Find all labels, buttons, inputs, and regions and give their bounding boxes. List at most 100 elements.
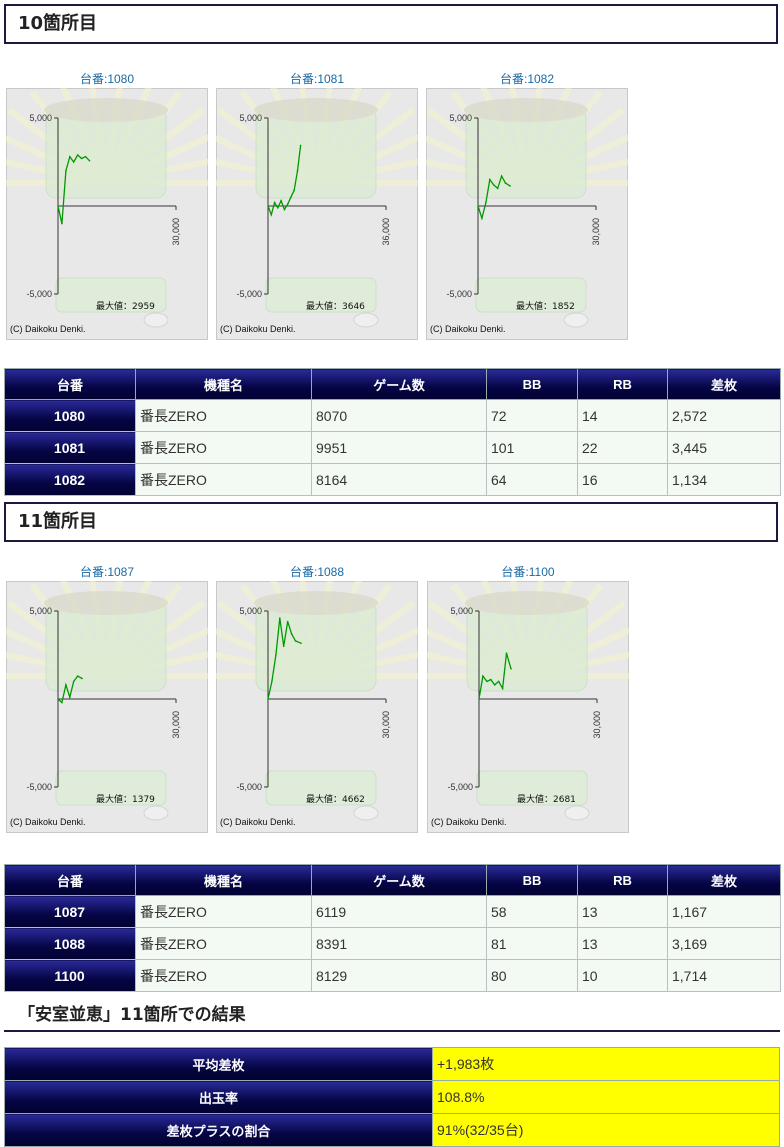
data-point [88,159,91,162]
graph-caption: 台番:1081 [289,72,345,86]
machine-number[interactable]: 1088 [4,927,136,960]
machine-number[interactable]: 1082 [4,463,136,496]
machine-number[interactable]: 1087 [4,895,136,928]
data-point [509,185,511,187]
result-label: 平均差枚 [4,1047,433,1081]
graph-card[interactable]: 台番:1082 5,000 -5,000 30,000 最大値：1852 (C) Daik… [426,70,628,340]
x-tick-label: 30,000 [591,218,601,246]
graph-card[interactable]: 台番:1080 5,000 -5,000 30,000 最大値：2959 (C) Daik… [6,70,208,340]
data-point [65,684,67,686]
graph-card[interactable]: 台番:1100 5,000 -5,000 30,000 最大値：2681 (C) Daik… [427,563,629,833]
graph-caption: 台番:1088 [289,565,345,579]
data-point [492,184,495,186]
diff-count: 1,714 [667,959,781,992]
data-point [270,214,273,216]
slump-graph: 5,000 -5,000 30,000 最大値：2681 (C) Daikoku Den… [427,581,629,833]
max-value-label: 最大値：1379 [96,793,155,805]
x-tick-label: 30,000 [381,711,391,739]
y-tick-label-top: 5,000 [29,606,52,616]
y-tick-label-top: 5,000 [449,113,472,123]
data-point [273,201,276,204]
table-row: 1100 番長ZERO 8129 80 10 1,714 [4,959,781,992]
table-row: 1088 番長ZERO 8391 81 13 3,169 [4,927,781,960]
deco-medal [353,312,379,328]
deco-medal [353,805,379,821]
data-point [290,196,292,198]
data-point [57,698,59,700]
data-point [290,633,293,635]
diff-count: 1,134 [667,463,781,496]
data-point [279,617,281,619]
diff-count: 3,445 [667,431,781,464]
result-row: 出玉率 108.8% [4,1080,780,1114]
deco-medal [143,805,169,821]
deco-top [254,98,378,122]
game-count: 8164 [311,463,487,496]
rb-count: 16 [577,463,668,496]
col-header-bb: BB [486,368,578,400]
max-value-label: 最大値：2681 [517,793,576,805]
deco-tray [265,277,377,313]
bb-count: 64 [486,463,578,496]
graph-card[interactable]: 台番:1081 5,000 -5,000 36,000 最大値：3646 (C) Daik… [216,70,418,340]
result-row: 差枚プラスの割合 91%(32/35台) [4,1113,780,1147]
slump-graph: 5,000 -5,000 30,000 最大値：4662 (C) Daikoku Den… [216,581,418,833]
y-tick-label-top: 5,000 [239,606,262,616]
rb-count: 10 [577,959,668,992]
deco-tray [55,770,167,806]
max-value-label: 最大値：3646 [306,300,365,312]
data-point [65,170,67,172]
data-point [267,205,269,207]
col-header-diff: 差枚 [667,368,781,400]
table-row: 1087 番長ZERO 6119 58 13 1,167 [4,895,781,928]
data-point [500,175,503,177]
data-point [76,675,79,677]
deco-top [254,591,378,615]
data-point [69,155,71,158]
data-point [72,680,75,683]
y-tick-label-bottom: -5,000 [26,289,52,299]
graph-caption: 台番:1100 [501,565,555,579]
machine-number[interactable]: 1100 [4,959,136,992]
table-header-row: 台番 機種名 ゲーム数 BB RB 差枚 [4,864,781,896]
data-point [296,170,299,172]
deco-medal [143,312,169,328]
deco-top [464,98,588,122]
copyright-label: (C) Daikoku Denki. [10,817,86,827]
max-value-label: 最大値：4662 [306,793,365,805]
slump-graph: 5,000 -5,000 36,000 最大値：3646 (C) Daikoku Den… [216,88,418,340]
result-value: 91%(32/35台) [432,1113,780,1147]
data-point [271,680,273,683]
machine-number[interactable]: 1080 [4,399,136,432]
deco-tray [476,770,588,806]
deco-medal [563,312,589,328]
machine-decoration [254,591,379,821]
data-point [486,680,488,683]
machine-number[interactable]: 1081 [4,431,136,464]
bb-count: 80 [486,959,578,992]
diff-count: 2,572 [667,399,781,432]
data-point [497,680,500,683]
graph-card[interactable]: 台番:1087 5,000 -5,000 30,000 最大値：1379 (C) Daik… [6,563,208,833]
graph-card[interactable]: 台番:1088 5,000 -5,000 30,000 最大値：4662 (C) Daik… [216,563,418,833]
graph-caption: 台番:1080 [79,72,135,86]
max-value-label: 最大値：2959 [96,300,155,312]
col-header-rb: RB [577,864,668,896]
result-value: +1,983枚 [432,1047,780,1081]
data-point [481,217,483,220]
data-point [286,203,289,205]
data-point [490,678,492,681]
bb-count: 101 [486,431,578,464]
data-point [275,654,277,656]
result-label: 差枚プラスの割合 [4,1113,433,1147]
col-header-model: 機種名 [135,864,312,896]
data-point [76,154,79,156]
data-point [485,201,487,204]
slump-graph: 5,000 -5,000 30,000 最大値：2959 (C) Daikoku Den… [6,88,208,340]
deco-tray [265,770,377,806]
col-header-bb: BB [486,864,578,896]
rb-count: 13 [577,927,668,960]
model-name: 番長ZERO [135,959,312,992]
data-point [280,199,282,202]
data-point [300,642,302,644]
